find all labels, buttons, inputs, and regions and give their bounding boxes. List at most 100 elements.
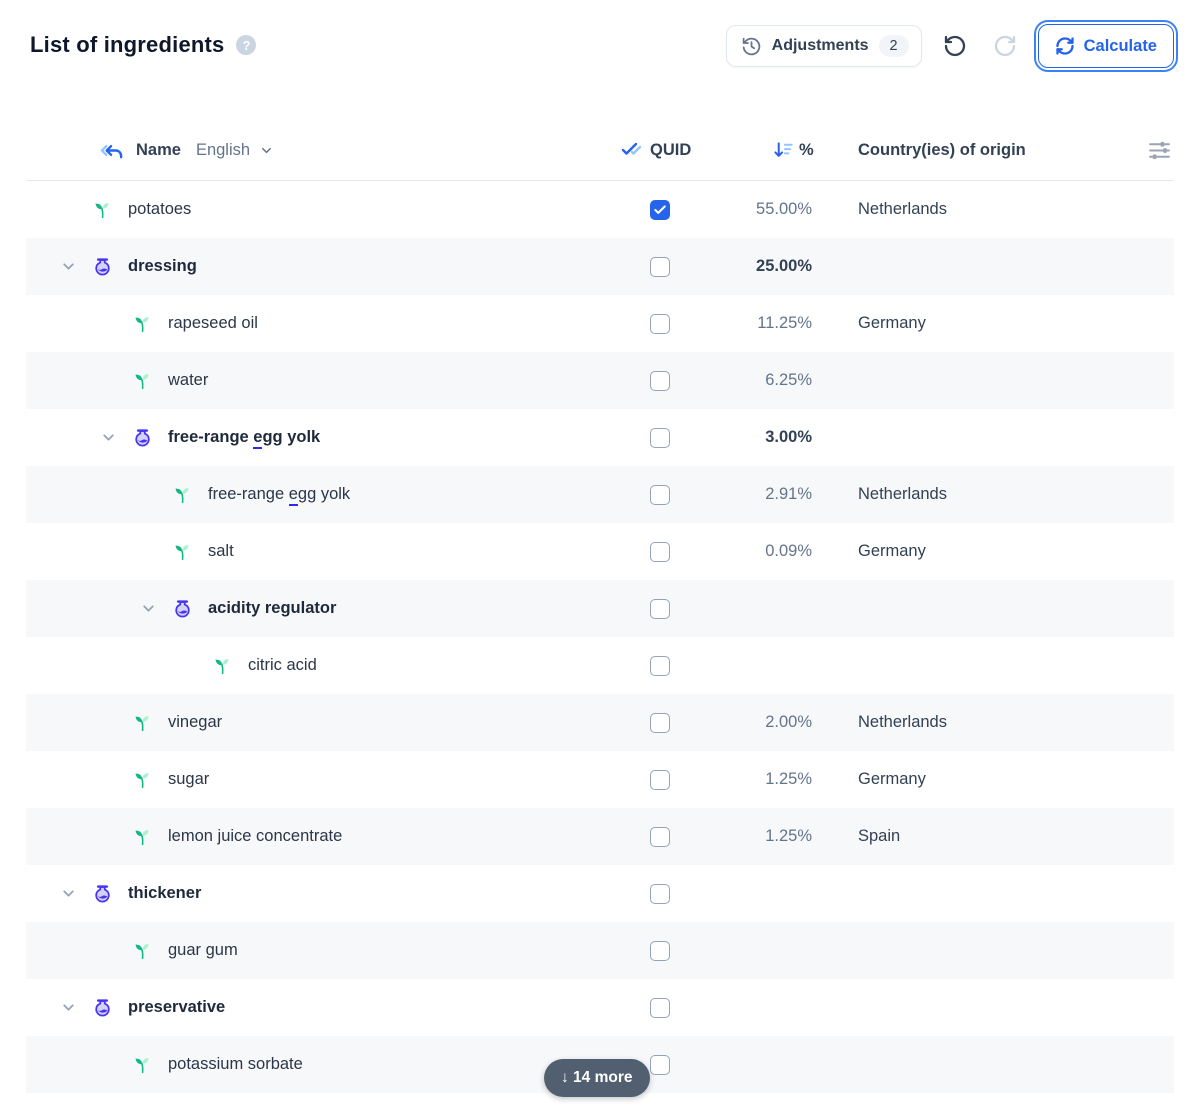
ingredient-name[interactable]: guar gum	[168, 941, 238, 959]
origin-value: Germany	[858, 542, 926, 560]
origin-value: Netherlands	[858, 713, 947, 731]
ingredient-row[interactable]: salt 0.09% Germany	[26, 523, 1174, 580]
quid-checkbox[interactable]	[650, 883, 670, 904]
compound-flask-icon	[132, 427, 168, 448]
ingredient-row[interactable]: free-range egg yolk 3.00%	[26, 409, 1174, 466]
help-icon[interactable]: ?	[236, 35, 257, 55]
ingredient-row[interactable]: preservative	[26, 979, 1174, 1036]
compound-flask-icon	[92, 883, 128, 904]
percent-value: 6.25%	[765, 371, 812, 389]
ingredient-row[interactable]: lemon juice concentrate 1.25% Spain	[26, 808, 1174, 865]
quid-checkbox[interactable]	[650, 598, 670, 619]
adjustments-button[interactable]: Adjustments 2	[725, 25, 922, 67]
ingredient-row[interactable]: dressing 25.00%	[26, 238, 1174, 295]
ingredient-name[interactable]: lemon juice concentrate	[168, 827, 343, 845]
indent-spacer	[60, 437, 100, 438]
ingredient-name[interactable]: acidity regulator	[208, 599, 337, 617]
ingredient-name[interactable]: potatoes	[128, 200, 192, 218]
quid-checkbox[interactable]	[650, 940, 670, 961]
origin-value: Germany	[858, 770, 926, 788]
ingredient-leaf-icon	[132, 370, 168, 391]
undo-button[interactable]	[938, 29, 972, 63]
expand-chevron-icon[interactable]	[100, 429, 132, 446]
ingredient-row[interactable]: water 6.25%	[26, 352, 1174, 409]
ingredient-row[interactable]: thickener	[26, 865, 1174, 922]
column-percent: %	[799, 140, 814, 159]
indent-spacer	[60, 323, 100, 324]
quid-checkbox[interactable]	[650, 313, 670, 334]
quid-checkbox[interactable]	[650, 997, 670, 1018]
ingredient-row[interactable]: acidity regulator	[26, 580, 1174, 637]
redo-button[interactable]	[988, 29, 1022, 63]
ingredient-leaf-icon	[132, 1054, 168, 1075]
ingredient-name-cell: free-range egg yolk	[26, 427, 320, 449]
ingredient-leaf-icon	[172, 484, 208, 505]
quid-checkbox[interactable]	[650, 370, 670, 391]
ingredient-row[interactable]: sugar 1.25% Germany	[26, 751, 1174, 808]
history-icon	[741, 36, 762, 57]
ingredient-name[interactable]: vinegar	[168, 713, 223, 731]
more-rows-label: ↓ 14 more	[561, 1069, 633, 1086]
calculate-label: Calculate	[1083, 36, 1157, 55]
column-name: Name	[136, 140, 181, 159]
ingredient-name[interactable]: free-range egg yolk	[208, 485, 350, 506]
refresh-icon	[1055, 36, 1075, 56]
quid-checkbox[interactable]	[650, 256, 670, 277]
indent-spacer	[60, 836, 100, 837]
ingredient-name-cell: sugar	[26, 769, 209, 790]
ingredient-row[interactable]: potatoes 55.00% Netherlands	[26, 181, 1174, 238]
quid-checkbox[interactable]	[650, 712, 670, 733]
table-header: Name English QUID	[26, 120, 1174, 181]
expand-chevron-icon[interactable]	[60, 999, 92, 1016]
ingredient-name[interactable]: thickener	[128, 884, 202, 902]
ingredient-name-cell: lemon juice concentrate	[26, 826, 342, 847]
ingredient-name-cell: salt	[26, 541, 234, 562]
ingredient-name[interactable]: sugar	[168, 770, 210, 788]
expand-chevron-icon[interactable]	[60, 885, 92, 902]
ingredient-row[interactable]: citric acid	[26, 637, 1174, 694]
expand-chevron-icon[interactable]	[140, 600, 172, 617]
ingredient-name-cell: potatoes	[26, 199, 191, 220]
ingredient-leaf-icon	[92, 199, 128, 220]
ingredient-row[interactable]: rapeseed oil 11.25% Germany	[26, 295, 1174, 352]
quid-checkbox[interactable]	[650, 1054, 670, 1075]
ingredient-name[interactable]: dressing	[128, 257, 197, 275]
ingredient-row[interactable]: guar gum	[26, 922, 1174, 979]
language-selector[interactable]: English	[196, 141, 274, 160]
compound-flask-icon	[92, 997, 128, 1018]
ingredient-name[interactable]: rapeseed oil	[168, 314, 258, 332]
ingredient-name-cell: preservative	[26, 997, 225, 1018]
column-settings-icon[interactable]	[1147, 120, 1172, 180]
ingredient-row[interactable]: free-range egg yolk 2.91% Netherlands	[26, 466, 1174, 523]
expand-chevron-icon[interactable]	[60, 258, 92, 275]
compound-flask-icon	[92, 256, 128, 277]
indent-spacer	[60, 950, 100, 951]
percent-value: 1.25%	[765, 827, 812, 845]
ingredient-name[interactable]: potassium sorbate	[168, 1055, 303, 1073]
percent-value: 25.00%	[756, 257, 812, 275]
ingredient-name-cell: rapeseed oil	[26, 313, 258, 334]
quid-checkbox[interactable]	[650, 769, 670, 790]
quid-checkbox[interactable]	[650, 427, 670, 448]
ingredient-name[interactable]: salt	[208, 542, 234, 560]
calculate-button[interactable]: Calculate	[1033, 19, 1179, 73]
ingredient-name[interactable]: water	[168, 371, 209, 389]
chevron-down-icon	[262, 147, 272, 153]
sort-descending-icon[interactable]	[773, 140, 794, 161]
percent-value: 1.25%	[765, 770, 812, 788]
quid-checkbox[interactable]	[650, 484, 670, 505]
quid-checkbox[interactable]	[650, 199, 670, 220]
ingredient-name-cell: free-range egg yolk	[26, 484, 350, 506]
quid-checkbox[interactable]	[650, 655, 670, 676]
ingredient-name[interactable]: citric acid	[248, 656, 317, 674]
quid-checkbox[interactable]	[650, 541, 670, 562]
ingredient-row[interactable]: vinegar 2.00% Netherlands	[26, 694, 1174, 751]
indent-spacer	[60, 494, 140, 495]
ingredient-leaf-icon	[132, 313, 168, 334]
ingredient-name[interactable]: free-range egg yolk	[168, 428, 320, 449]
ingredient-leaf-icon	[132, 769, 168, 790]
revert-name-icon[interactable]	[100, 139, 123, 162]
quid-checkbox[interactable]	[650, 826, 670, 847]
ingredient-name[interactable]: preservative	[128, 998, 226, 1016]
more-rows-pill[interactable]: ↓ 14 more	[544, 1059, 650, 1097]
